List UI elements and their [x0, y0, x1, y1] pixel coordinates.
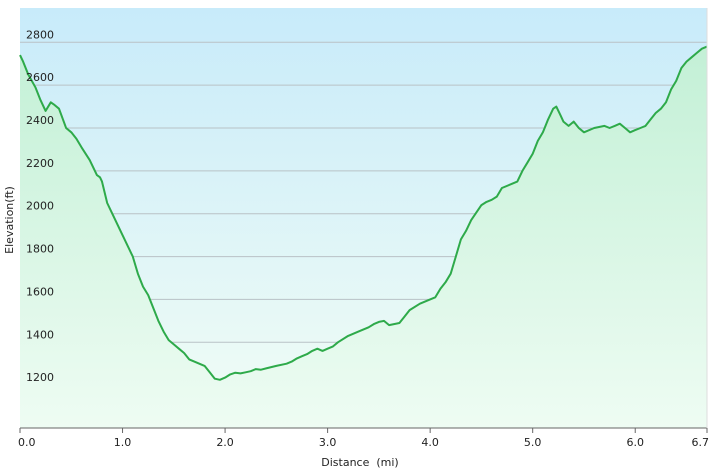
x-tick-label: 3.0 [319, 436, 337, 449]
elevation-line [19, 45, 708, 381]
x-tick-label: 1.0 [114, 436, 132, 449]
x-tick-label: 2.0 [216, 436, 234, 449]
x-tick-label: 6.7 [692, 436, 710, 449]
x-axis-ticks: 0.0 1.0 2.0 3.0 4.0 5.0 6.0 6.7 [18, 428, 709, 449]
y-tick-label: 2800 [26, 28, 54, 41]
y-tick-label: 2200 [26, 157, 54, 170]
y-tick-label: 1600 [26, 285, 54, 298]
elevation-area [20, 46, 707, 428]
y-axis-ticks: 1200 1400 1600 1800 2000 2200 2400 2600 2800 [26, 28, 54, 384]
y-tick-label: 2000 [26, 200, 54, 213]
x-axis-title: Distance (mi) [321, 456, 398, 469]
x-tick-label: 5.0 [524, 436, 542, 449]
y-tick-label: 1800 [26, 243, 54, 256]
x-tick-label: 0.0 [18, 436, 36, 449]
x-tick-label: 6.0 [626, 436, 644, 449]
x-tick-label: 4.0 [421, 436, 439, 449]
y-tick-label: 1200 [26, 371, 54, 384]
y-tick-label: 2400 [26, 114, 54, 127]
y-axis-title: Elevation(ft) [3, 186, 16, 254]
y-tick-label: 2600 [26, 71, 54, 84]
y-tick-label: 1400 [26, 328, 54, 341]
